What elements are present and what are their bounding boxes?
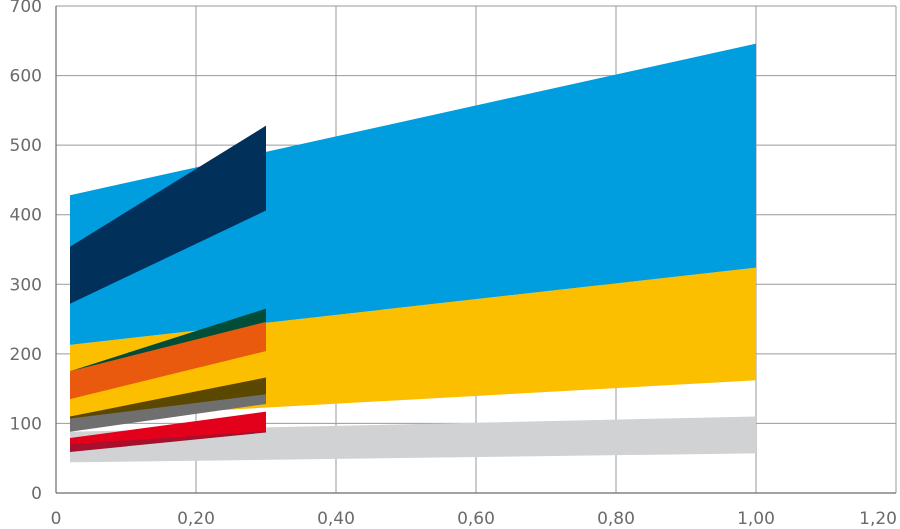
- x-tick-label: 0,40: [317, 509, 355, 529]
- band-7: [70, 394, 266, 432]
- y-tick-label: 0: [31, 484, 42, 504]
- x-tick-label: 0,60: [457, 509, 495, 529]
- y-tick-label: 100: [10, 414, 42, 434]
- x-tick-label: 0: [51, 509, 62, 529]
- band-5: [70, 321, 266, 400]
- x-tick-label: 1,00: [737, 509, 775, 529]
- y-tick-label: 400: [10, 206, 42, 226]
- y-tick-label: 600: [10, 67, 42, 87]
- band-3: [70, 43, 756, 345]
- x-tick-label: 0,20: [177, 509, 215, 529]
- band-2: [70, 267, 756, 419]
- y-tick-label: 500: [10, 136, 42, 156]
- y-tick-label: 300: [10, 275, 42, 295]
- y-tick-label: 200: [10, 345, 42, 365]
- band-10: [70, 125, 266, 304]
- chart-tick-labels: 0 100 200 300 400 500 600 700 0 0,20 0,40 0,60 0,80 1…: [10, 0, 897, 529]
- chart-axes: [55, 6, 896, 494]
- band-6: [70, 377, 266, 420]
- x-tick-label: 1,20: [859, 509, 897, 529]
- y-tick-label: 700: [10, 0, 42, 17]
- chart-bands: [70, 43, 756, 463]
- band-9: [70, 411, 266, 445]
- x-tick-label: 0,80: [597, 509, 635, 529]
